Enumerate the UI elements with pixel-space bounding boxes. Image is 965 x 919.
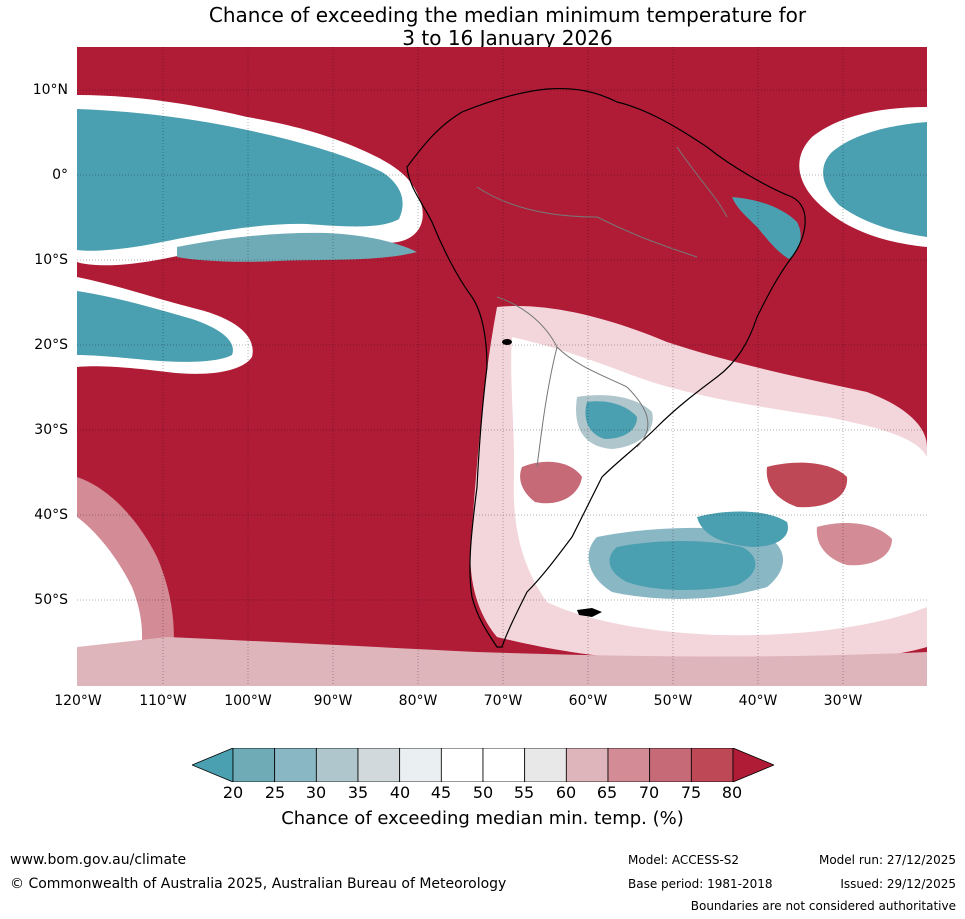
colorbar-label: Chance of exceeding median min. temp. (%… (281, 808, 684, 829)
model-text: Model: ACCESS-S2 (628, 853, 740, 867)
south-blue-region-3 (697, 511, 788, 547)
pacific-north-blue-core (77, 109, 403, 251)
lat-label-10s: 10°S (34, 252, 68, 268)
copyright-text: © Commonwealth of Australia 2025, Austra… (10, 876, 507, 892)
probability-map (77, 47, 927, 686)
base-period-text: Base period: 1981-2018 (628, 877, 773, 891)
colorbar-tick-40: 40 (389, 783, 411, 802)
southwest-white-region (77, 517, 143, 662)
colorbar (192, 748, 774, 782)
lat-label-20s: 20°S (34, 337, 68, 353)
colorbar-segment (565, 748, 609, 782)
colorbar-segment (274, 748, 317, 782)
colorbar-arrow-high (732, 748, 774, 782)
south-red-patch-1 (520, 461, 582, 504)
south-america-coastline (406, 87, 806, 648)
lat-label-10n: 10°N (32, 82, 68, 98)
colorbar-tick-35: 35 (347, 783, 369, 802)
south-blue-region-2 (609, 541, 756, 591)
pacific-north-blue-tail (177, 232, 417, 262)
colorbar-tick-20: 20 (222, 783, 244, 802)
colorbar-segment (690, 748, 734, 782)
colorbar-tick-70: 70 (638, 783, 660, 802)
lat-label-40s: 40°S (34, 507, 68, 523)
lon-label-80w: 80°W (398, 693, 438, 709)
issued-text: Issued: 29/12/2025 (840, 877, 956, 891)
colorbar-segment (357, 748, 401, 782)
colorbar-arrow-low (192, 748, 234, 782)
lake-titicaca (502, 339, 512, 345)
colorbar-tick-50: 50 (472, 783, 494, 802)
colorbar-tick-65: 65 (596, 783, 618, 802)
colorbar-segments (192, 748, 774, 782)
atlantic-north-blue-core (823, 122, 927, 237)
colorbar-segment (315, 748, 359, 782)
lat-label-30s: 30°S (34, 422, 68, 438)
south-red-patch-2 (766, 462, 848, 508)
title-line-1: Chance of exceeding the median minimum t… (208, 3, 807, 27)
lon-label-120w: 120°W (54, 693, 102, 709)
model-run-text: Model run: 27/12/2025 (818, 853, 956, 867)
lat-label-50s: 50°S (34, 592, 68, 608)
lat-label-0: 0° (52, 167, 68, 183)
map-title: Chance of exceeding the median minimum t… (0, 4, 965, 50)
colorbar-tick-80: 80 (721, 783, 743, 802)
colorbar-segment (482, 748, 526, 782)
lon-label-40w: 40°W (738, 693, 778, 709)
colorbar-tick-55: 55 (513, 783, 535, 802)
south-blue-region-1 (585, 401, 637, 439)
colorbar-tick-75: 75 (680, 783, 702, 802)
disclaimer-text: Boundaries are not considered authoritat… (690, 899, 956, 913)
lon-label-60w: 60°W (568, 693, 608, 709)
colorbar-tick-25: 25 (264, 783, 286, 802)
colorbar-tick-45: 45 (430, 783, 452, 802)
colorbar-segment (649, 748, 692, 782)
colorbar-segment (399, 748, 442, 782)
lon-label-30w: 30°W (823, 693, 863, 709)
lon-label-100w: 100°W (224, 693, 272, 709)
country-borders (476, 146, 728, 468)
colorbar-tick-60: 60 (555, 783, 577, 802)
pacific-south-blue-core (77, 291, 233, 362)
title-line-2: 3 to 16 January 2026 (402, 26, 613, 50)
colorbar-segment (232, 748, 276, 782)
colorbar-segment (607, 748, 651, 782)
lon-label-70w: 70°W (483, 693, 523, 709)
map-gridlines (77, 47, 927, 686)
lon-label-90w: 90°W (313, 693, 353, 709)
colorbar-segment (524, 748, 567, 782)
website-link[interactable]: www.bom.gov.au/climate (10, 852, 187, 868)
falkland-islands (577, 608, 602, 617)
lon-label-110w: 110°W (139, 693, 187, 709)
south-pink-band (77, 637, 927, 686)
colorbar-tick-30: 30 (305, 783, 327, 802)
ne-brazil-blue-region (732, 197, 801, 259)
south-red-patch-3 (816, 523, 892, 566)
lon-label-50w: 50°W (653, 693, 693, 709)
colorbar-segment (440, 748, 484, 782)
